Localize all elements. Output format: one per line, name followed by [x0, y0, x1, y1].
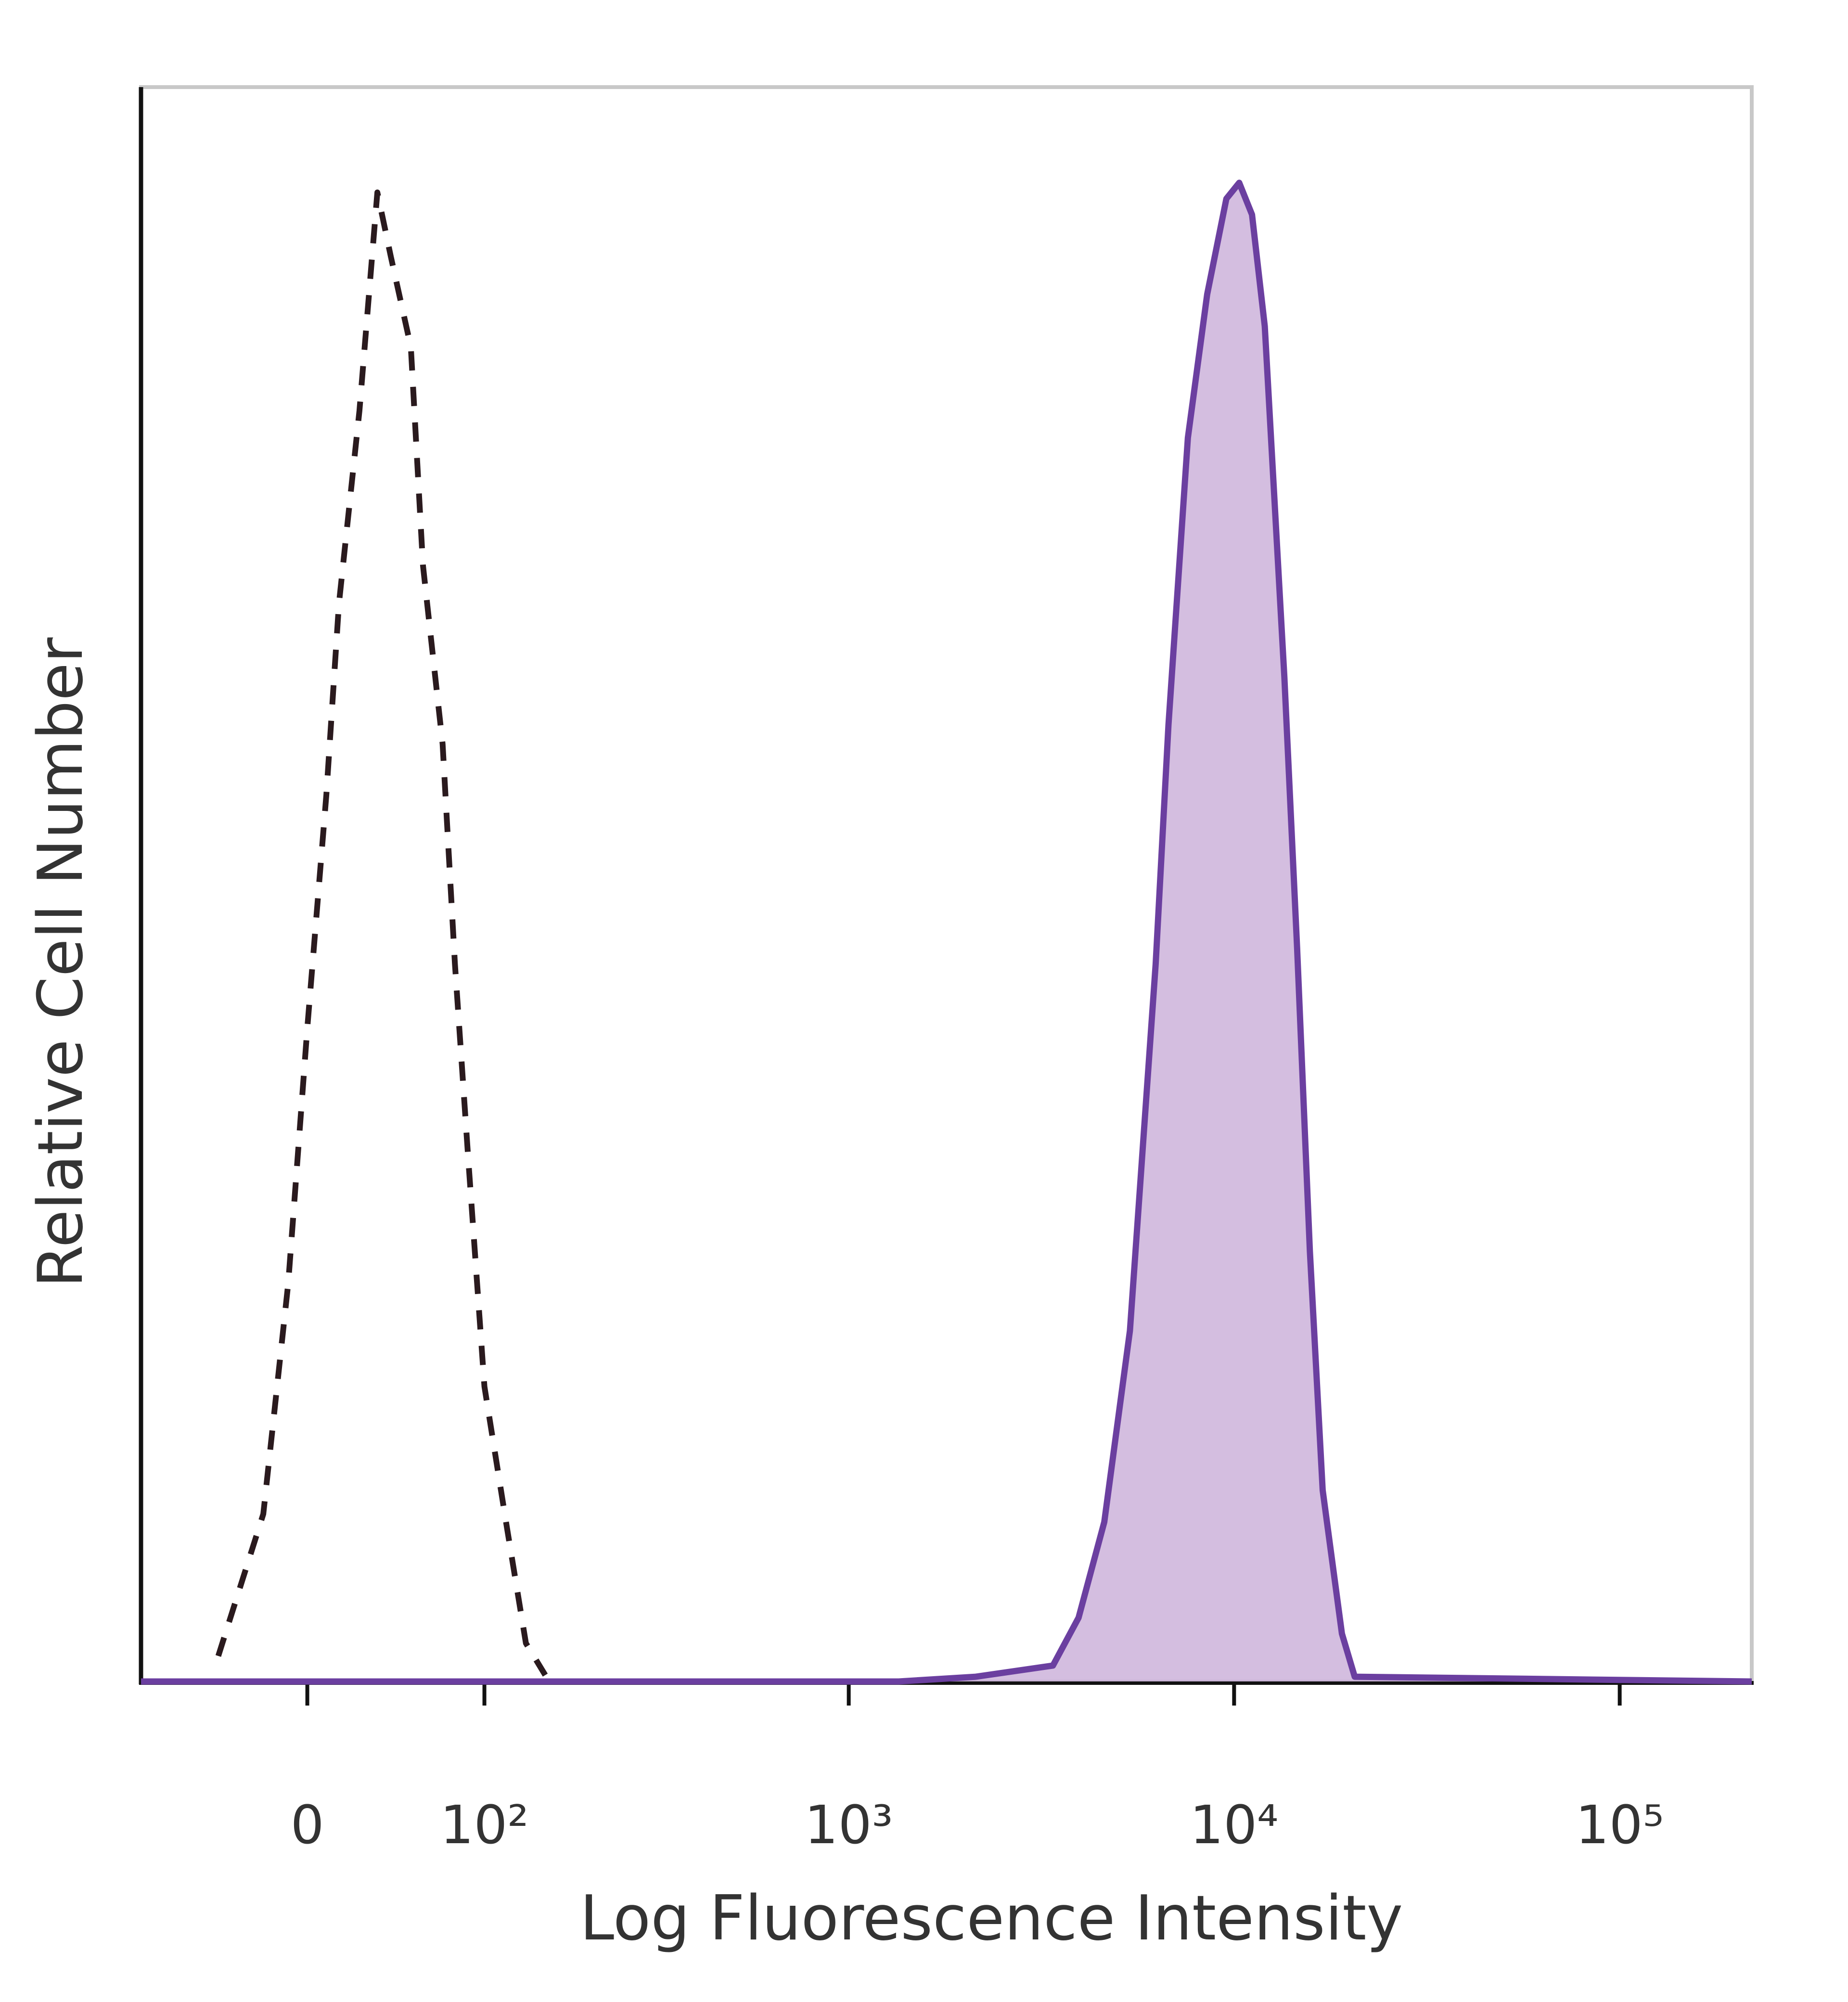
filled-histogram — [141, 180, 1752, 1685]
plot-frame — [139, 85, 1754, 1683]
x-tick-label: 10³ — [805, 1794, 893, 1856]
y-axis-label: Relative Cell Number — [25, 637, 97, 1287]
x-tick-label: 10⁴ — [1190, 1794, 1278, 1856]
x-tick-label: 10⁵ — [1576, 1794, 1664, 1856]
x-tick-label: 10² — [440, 1794, 529, 1856]
dashed-histogram — [215, 189, 548, 1677]
x-axis-label: Log Fluorescence Intensity — [580, 1883, 1403, 1954]
x-tick-label: 0 — [291, 1794, 324, 1856]
